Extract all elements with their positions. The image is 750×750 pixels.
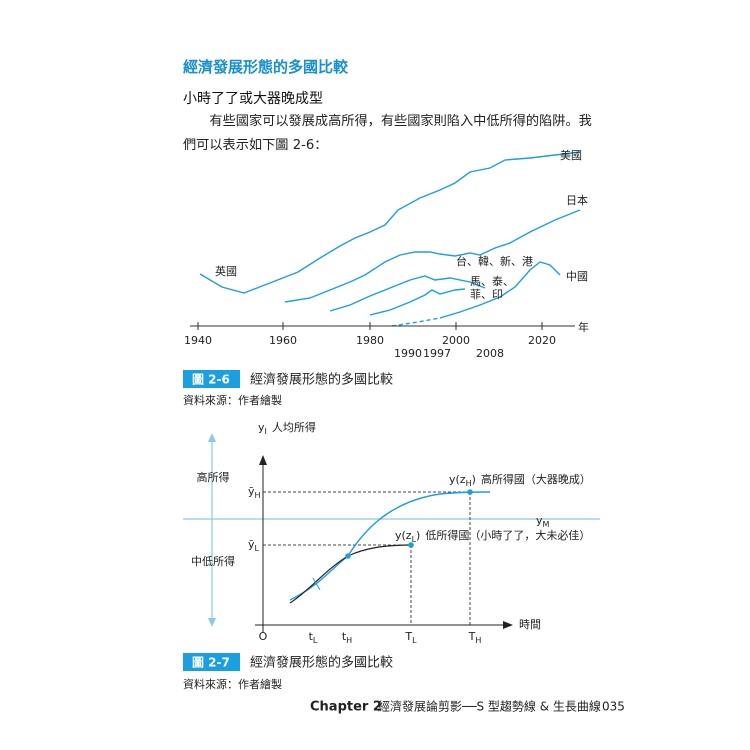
- caption-box: [183, 653, 240, 671]
- tick-base: O: [259, 630, 268, 643]
- x-tick-label: tL: [309, 630, 318, 645]
- high-curve: [289, 491, 491, 601]
- band-high: 高所得: [197, 470, 230, 484]
- guides: [263, 491, 471, 625]
- x-tick-label: TH: [468, 630, 482, 645]
- tick-label: 2000: [442, 334, 470, 347]
- line-us: [199, 151, 581, 294]
- caption-number: 圖 2-7: [192, 656, 230, 670]
- footer-chapter: Chapter 2: [310, 700, 382, 715]
- section-title: 經濟發展形態的多國比較: [183, 58, 349, 76]
- low-curve: [289, 544, 412, 604]
- line-label: 馬、泰、: [470, 274, 514, 288]
- event-year: 1990: [394, 347, 422, 360]
- tick-label: 1940: [184, 334, 212, 347]
- tick-sub: L: [313, 636, 318, 645]
- line-label: 台、韓、新、港: [456, 254, 533, 268]
- point: [345, 553, 351, 559]
- tick-base: t: [342, 630, 347, 643]
- y-axis-label: yI 人均所得: [258, 421, 316, 436]
- line-label: 英國: [215, 264, 237, 278]
- caption-source: 資料來源：作者繪製: [183, 393, 282, 407]
- tick-base: t: [309, 630, 314, 643]
- x-tick-label: tH: [342, 630, 352, 645]
- tick-label: 1960: [269, 334, 297, 347]
- event-year: 2008: [476, 347, 504, 360]
- axis-unit: 年: [578, 320, 589, 334]
- arrow-head: [208, 618, 216, 627]
- arrow-head: [259, 455, 267, 465]
- x-axis-label: 時間: [519, 618, 541, 631]
- tick-sub: H: [475, 636, 481, 645]
- arrow-head: [503, 621, 513, 629]
- line-tigers: [329, 275, 486, 312]
- tick-sub: L: [412, 636, 417, 645]
- y-mid: yM: [536, 514, 550, 529]
- caption-title: 經濟發展形態的多國比較: [250, 372, 393, 388]
- point: [408, 542, 414, 548]
- page-number: 035: [602, 700, 625, 714]
- x-tick-label: O: [259, 630, 268, 643]
- line-asean: [369, 288, 466, 316]
- paragraph: 有些國家可以發展成高所得，有些國家則陷入中低所得的陷阱。我們可以表示如下圖 2-…: [183, 114, 592, 153]
- cross: [312, 577, 321, 591]
- tick-label: 2020: [528, 334, 556, 347]
- event-year: 1997: [423, 347, 451, 360]
- tick-base: T: [404, 630, 412, 643]
- subsection-title: 小時了了或大器晚成型: [183, 91, 323, 107]
- caption-source: 資料來源：作者繪製: [183, 677, 282, 691]
- tick-label: 1980: [356, 334, 384, 347]
- arrow-head: [208, 433, 216, 442]
- line-label: 美國: [560, 149, 582, 162]
- band-low: 中低所得: [191, 555, 235, 568]
- fig1-lines: [199, 151, 581, 327]
- tick-sub: H: [346, 636, 352, 645]
- low-curve-label: y(zL) 低所得國（小時了了，大未必佳）: [395, 528, 590, 544]
- line-china-dashed: [391, 317, 441, 327]
- line-china: [439, 261, 561, 319]
- point: [467, 489, 473, 495]
- x-tick-label: TL: [404, 630, 417, 645]
- line-japan: [284, 209, 581, 303]
- tick-base: T: [468, 630, 476, 643]
- caption-number: 圖 2-6: [192, 373, 230, 387]
- footer-title: 經濟發展論剪影──S 型趨勢線 & 生長曲線: [378, 699, 601, 714]
- line-label: 日本: [566, 193, 588, 207]
- caption-box: [183, 370, 240, 388]
- line-label: 中國: [566, 270, 588, 283]
- y-high: ȳH: [248, 485, 261, 500]
- caption-title: 經濟發展形態的多國比較: [250, 655, 393, 671]
- high-curve-label: y(zH) 高所得國（大器晚成）: [449, 472, 591, 488]
- line-label: 菲、印: [470, 288, 503, 301]
- y-low: ȳL: [248, 538, 260, 553]
